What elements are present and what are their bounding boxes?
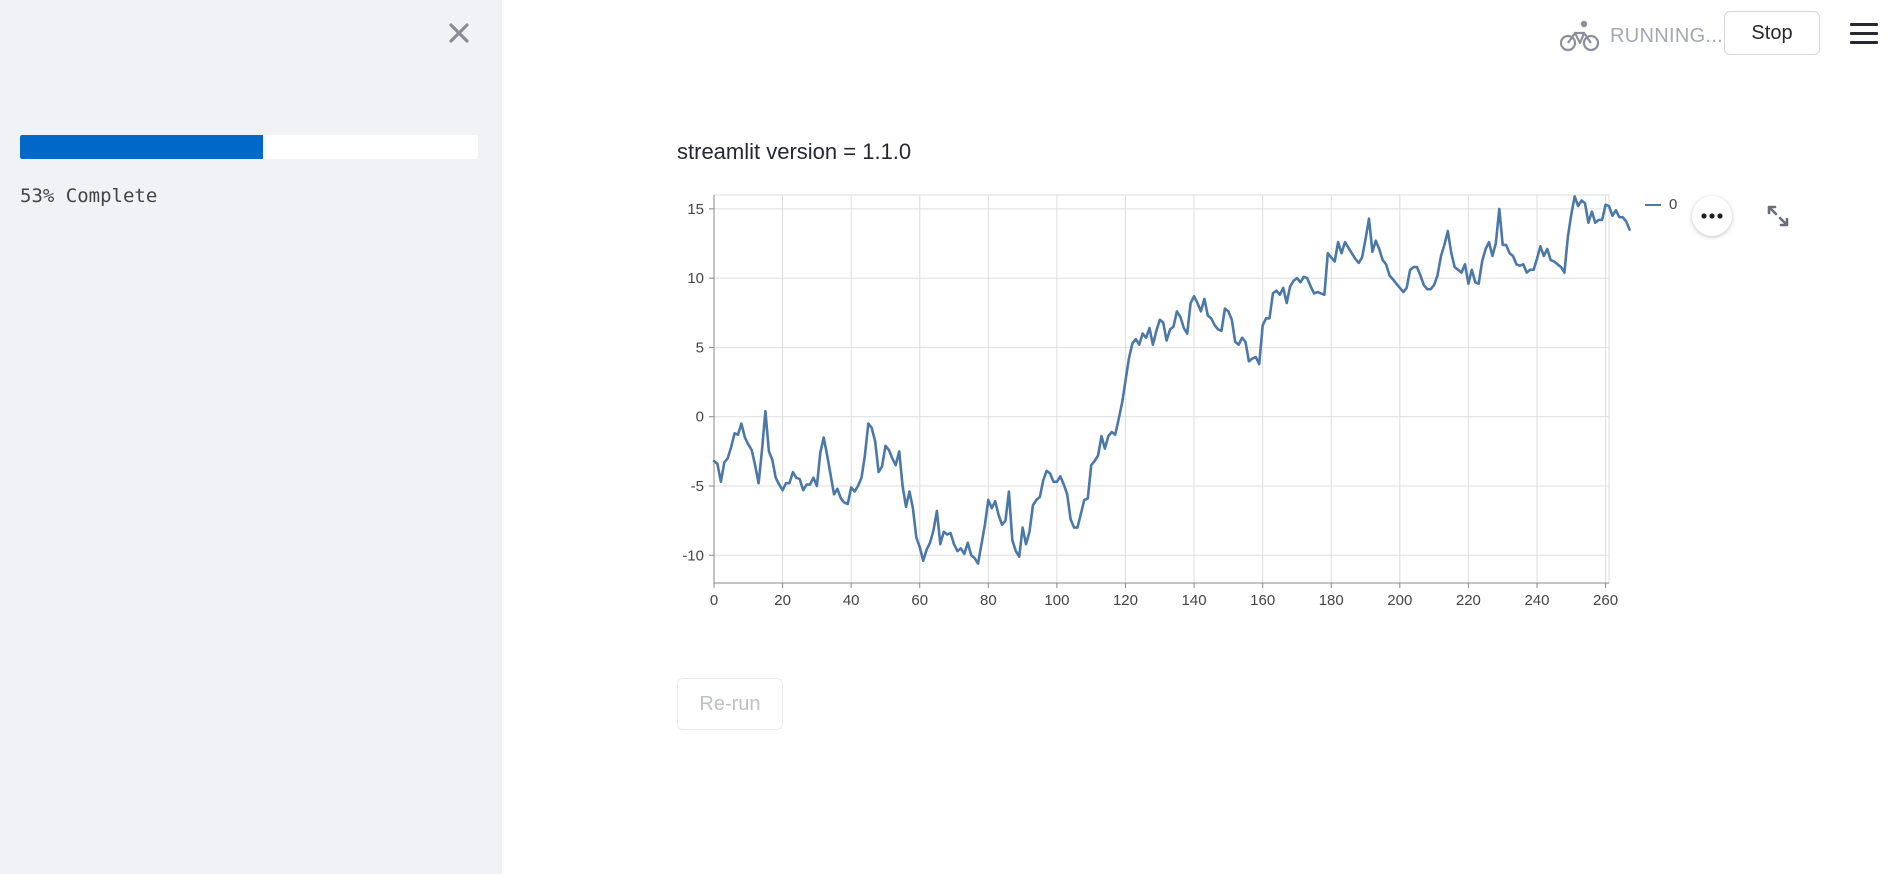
x-tick-label: 160 [1250,592,1275,609]
bicycle-icon [1560,20,1600,52]
close-icon [449,23,469,43]
x-tick-label: 100 [1044,592,1069,609]
x-tick-label: 260 [1593,592,1618,609]
main-menu-button[interactable] [1850,18,1878,48]
rerun-button[interactable]: Re-run [677,678,783,730]
progress-bar [20,135,478,159]
x-tick-label: 200 [1387,592,1412,609]
more-horizontal-icon [1701,213,1723,219]
series-line-0 [712,195,1631,565]
hamburger-menu-icon [1850,22,1878,26]
expand-icon [1767,205,1789,227]
x-tick-label: 220 [1456,592,1481,609]
x-tick-label: 20 [774,592,791,609]
y-tick-label: 0 [696,409,704,426]
x-tick-label: 140 [1182,592,1207,609]
x-tick-label: 180 [1319,592,1344,609]
line-chart: 0 20 40 60 80 100 120 140 160 180 200 220 240 260 -10-… [677,190,1797,620]
y-tick-label: 5 [696,339,704,356]
x-tick-label: 80 [980,592,997,609]
version-text: streamlit version = 1.1.0 [677,139,912,164]
progress-label: 53% Complete [20,185,158,207]
progress-bar-fill [20,135,263,159]
line-chart-svg: 0 20 40 60 80 100 120 140 160 180 200 220 240 260-10-… [682,194,1631,609]
sidebar: 53% Complete [0,0,502,874]
y-tick-label: -10 [682,547,704,564]
stop-button[interactable]: Stop [1724,11,1820,55]
running-status-text: RUNNING... [1610,24,1723,47]
legend-label: 0 [1669,196,1678,213]
close-sidebar-button[interactable] [444,18,474,48]
x-tick-label: 0 [710,592,718,609]
y-tick-label: 15 [687,201,704,218]
y-tick-label: -5 [691,478,704,495]
y-tick-label: 10 [687,270,704,287]
chart-legend: 0 [1645,196,1677,213]
plot-frame [713,194,1610,584]
x-tick-label: 240 [1524,592,1549,609]
fullscreen-button[interactable] [1764,202,1792,230]
legend-swatch [1645,203,1661,206]
x-tick-label: 60 [911,592,928,609]
running-status: RUNNING... [1560,14,1723,58]
chart-actions-button[interactable] [1692,196,1732,236]
x-tick-label: 40 [843,592,860,609]
x-tick-label: 120 [1113,592,1138,609]
